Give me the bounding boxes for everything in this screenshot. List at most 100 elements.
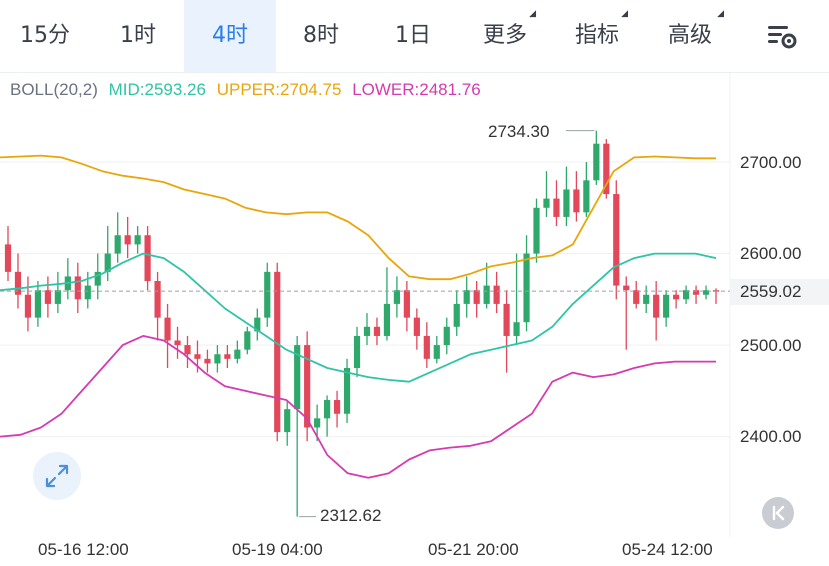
candle-body [663, 294, 670, 318]
candle-body [523, 253, 530, 323]
y-axis-label-2700: 2700.00 [740, 153, 802, 172]
candle-body [333, 400, 341, 414]
candle-body [343, 367, 351, 414]
x-axis-label-1: 05-16 12:00 [38, 540, 129, 559]
tab-8h[interactable]: 8时 [303, 23, 339, 48]
interval-tab-bar: 15分 1时 4时 8时 1日 更多 ◢ 指标 ◢ 高级 ◢ [0, 0, 829, 73]
candle-body [314, 418, 321, 428]
chevron-left-bar-icon [772, 505, 785, 521]
candle-body [294, 345, 301, 410]
chart-settings-button[interactable] [766, 22, 798, 52]
candle-body [194, 354, 201, 359]
candle-body [533, 207, 540, 254]
candle-body [623, 285, 630, 291]
candle-body [24, 294, 32, 318]
candle-body [144, 235, 151, 282]
candle-body [114, 235, 121, 254]
candle-body [174, 340, 181, 346]
boll-indicator-bar: BOLL(20,2) MID:2593.26 UPPER:2704.75 LOW… [10, 80, 487, 100]
candlestick-chart[interactable] [0, 72, 829, 566]
candle-body [702, 290, 710, 295]
candle-body [363, 326, 371, 336]
candle-body [513, 322, 520, 336]
boll-upper: UPPER:2704.75 [216, 80, 342, 99]
candle-body [274, 271, 281, 433]
candle-body [304, 345, 311, 428]
candle-body [553, 198, 560, 217]
candle-body [692, 290, 700, 295]
candle-body [54, 290, 61, 304]
boll-mid: MID:2593.26 [108, 80, 206, 99]
candle-body [443, 326, 450, 346]
candle-body [483, 285, 490, 304]
tab-indicators-label: 指标 [574, 23, 619, 48]
boll-lower-line [0, 334, 716, 479]
y-axis-label-2400: 2400.00 [740, 427, 802, 446]
candle-body [573, 189, 580, 213]
candle-body [673, 294, 680, 300]
candle-body [104, 253, 111, 272]
candle-body [393, 290, 400, 304]
candle-body [154, 281, 161, 318]
tab-advanced-label: 高级 [667, 23, 712, 48]
candle-body [653, 294, 660, 318]
dropdown-caret-icon: ◢ [621, 9, 628, 19]
candle-body [413, 317, 420, 336]
fullscreen-button[interactable] [33, 452, 81, 500]
candle-body [34, 290, 42, 318]
boll-upper-line [0, 154, 716, 281]
candle-body [433, 345, 440, 359]
candle-body [643, 294, 650, 304]
high-price-marker: 2734.30 [488, 122, 550, 141]
y-axis-label-2500: 2500.00 [740, 336, 802, 355]
tab-advanced[interactable]: 高级 ◢ [644, 0, 736, 72]
candle-body [164, 317, 171, 341]
last-price-tag: 2559.02 [730, 279, 829, 305]
tab-more[interactable]: 更多 ◢ [460, 0, 550, 72]
candle-body [543, 198, 550, 208]
tab-1d[interactable]: 1日 [395, 23, 431, 48]
candle-body [4, 244, 12, 272]
tab-4h[interactable]: 4时 [184, 0, 276, 72]
candle-body [473, 290, 480, 304]
tab-more-label: 更多 [482, 23, 527, 48]
boll-mid-line [0, 252, 717, 383]
y-axis-label-2600: 2600.00 [740, 244, 802, 263]
candle-body [613, 194, 620, 286]
expand-arrows-icon [45, 464, 69, 488]
candle-body [44, 290, 51, 304]
candle-body [254, 317, 261, 332]
dropdown-caret-icon: ◢ [529, 9, 536, 19]
candle-body [214, 354, 221, 364]
candle-body [583, 180, 590, 213]
boll-name: BOLL(20,2) [10, 80, 98, 99]
candle-body [353, 335, 361, 368]
candle-body [682, 290, 690, 300]
candle-body [423, 335, 430, 359]
candle-body [234, 349, 241, 359]
candle-body [633, 290, 640, 304]
candle-body [493, 285, 500, 304]
candle-body [503, 303, 510, 336]
candle-body [94, 271, 101, 286]
boll-lower: LOWER:2481.76 [352, 80, 481, 99]
candle-body [284, 409, 291, 433]
candle-body [264, 271, 271, 318]
candle-body [84, 285, 91, 300]
candle-body [463, 290, 470, 304]
collapse-left-button[interactable] [762, 497, 794, 529]
candle-body [184, 345, 191, 355]
low-price-marker: 2312.62 [320, 506, 382, 525]
candle-body [14, 271, 22, 295]
candle-body [563, 189, 570, 217]
x-axis-label-4: 05-24 12:00 [622, 540, 713, 559]
candle-body [453, 303, 460, 327]
tab-indicators[interactable]: 指标 ◢ [552, 0, 642, 72]
candle-body [74, 276, 81, 300]
dropdown-caret-icon: ◢ [717, 9, 724, 19]
tab-15m[interactable]: 15分 [20, 23, 70, 48]
candle-body [244, 331, 251, 350]
x-axis-label-2: 05-19 04:00 [232, 540, 323, 559]
candle-body [373, 326, 381, 336]
tab-1h[interactable]: 1时 [120, 23, 156, 48]
